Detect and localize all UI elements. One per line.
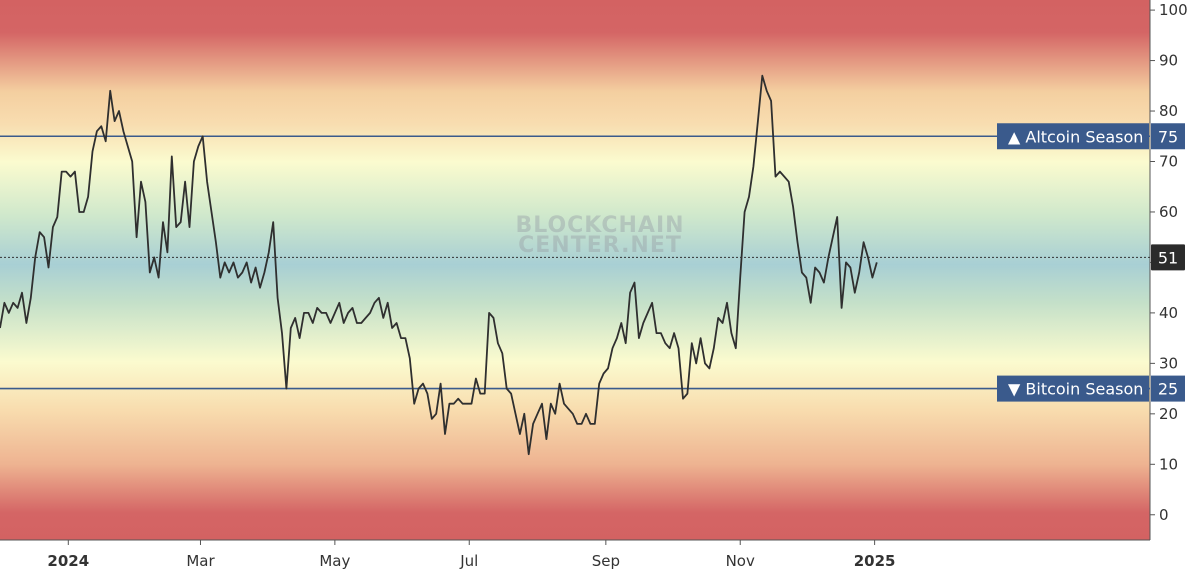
- x-tick-label-may: May: [319, 552, 350, 570]
- altcoin-season-label: ▲ Altcoin Season: [1008, 127, 1143, 146]
- threshold-lines: ▲ Altcoin Season 75 ▼ Bitcoin Season 25: [0, 123, 1185, 402]
- series-line: [0, 74, 878, 456]
- current-value-label: 51: [1158, 248, 1178, 267]
- y-tick-label-40: 40: [1159, 304, 1178, 322]
- altcoin-season-label-box: [997, 123, 1149, 150]
- bitcoin-season-label: ▼ Bitcoin Season: [1008, 380, 1143, 399]
- altcoin-season-value-label: 75: [1158, 127, 1178, 146]
- altcoin-season-value-box: [1151, 123, 1185, 150]
- plot-background: [0, 0, 1150, 540]
- watermark: BLOCKCHAIN CENTER.NET: [515, 213, 684, 258]
- x-tick-label-sep: Sep: [592, 552, 620, 570]
- x-tick-label-jul: Jul: [459, 552, 478, 570]
- bitcoin-season-value-box: [1151, 375, 1185, 402]
- y-tick-label-80: 80: [1159, 102, 1178, 120]
- y-tick-label-90: 90: [1159, 52, 1178, 70]
- x-tick-label-nov: Nov: [726, 552, 755, 570]
- y-tick-label-60: 60: [1159, 203, 1178, 221]
- y-tick-label-30: 30: [1159, 354, 1178, 372]
- x-axis-ticks: 2024 Mar May Jul Sep Nov 2025: [47, 540, 895, 570]
- bitcoin-season-value-label: 25: [1158, 380, 1178, 399]
- current-value-badge: 51: [1151, 244, 1185, 271]
- y-tick-label-20: 20: [1159, 405, 1178, 423]
- x-tick-label-2025: 2025: [854, 552, 896, 570]
- y-tick-label-10: 10: [1159, 455, 1178, 473]
- x-tick-label-2024: 2024: [47, 552, 89, 570]
- watermark-line-1: BLOCKCHAIN: [515, 213, 684, 238]
- watermark-line-2: CENTER.NET: [518, 233, 682, 258]
- x-tick-label-mar: Mar: [186, 552, 215, 570]
- bitcoin-season-label-box: [997, 375, 1149, 402]
- y-tick-label-70: 70: [1159, 152, 1178, 170]
- y-tick-label-0: 0: [1159, 506, 1169, 524]
- x-axis-panel: [0, 540, 1200, 580]
- y-tick-label-100: 100: [1159, 1, 1188, 19]
- current-value-badge-box: [1151, 244, 1185, 271]
